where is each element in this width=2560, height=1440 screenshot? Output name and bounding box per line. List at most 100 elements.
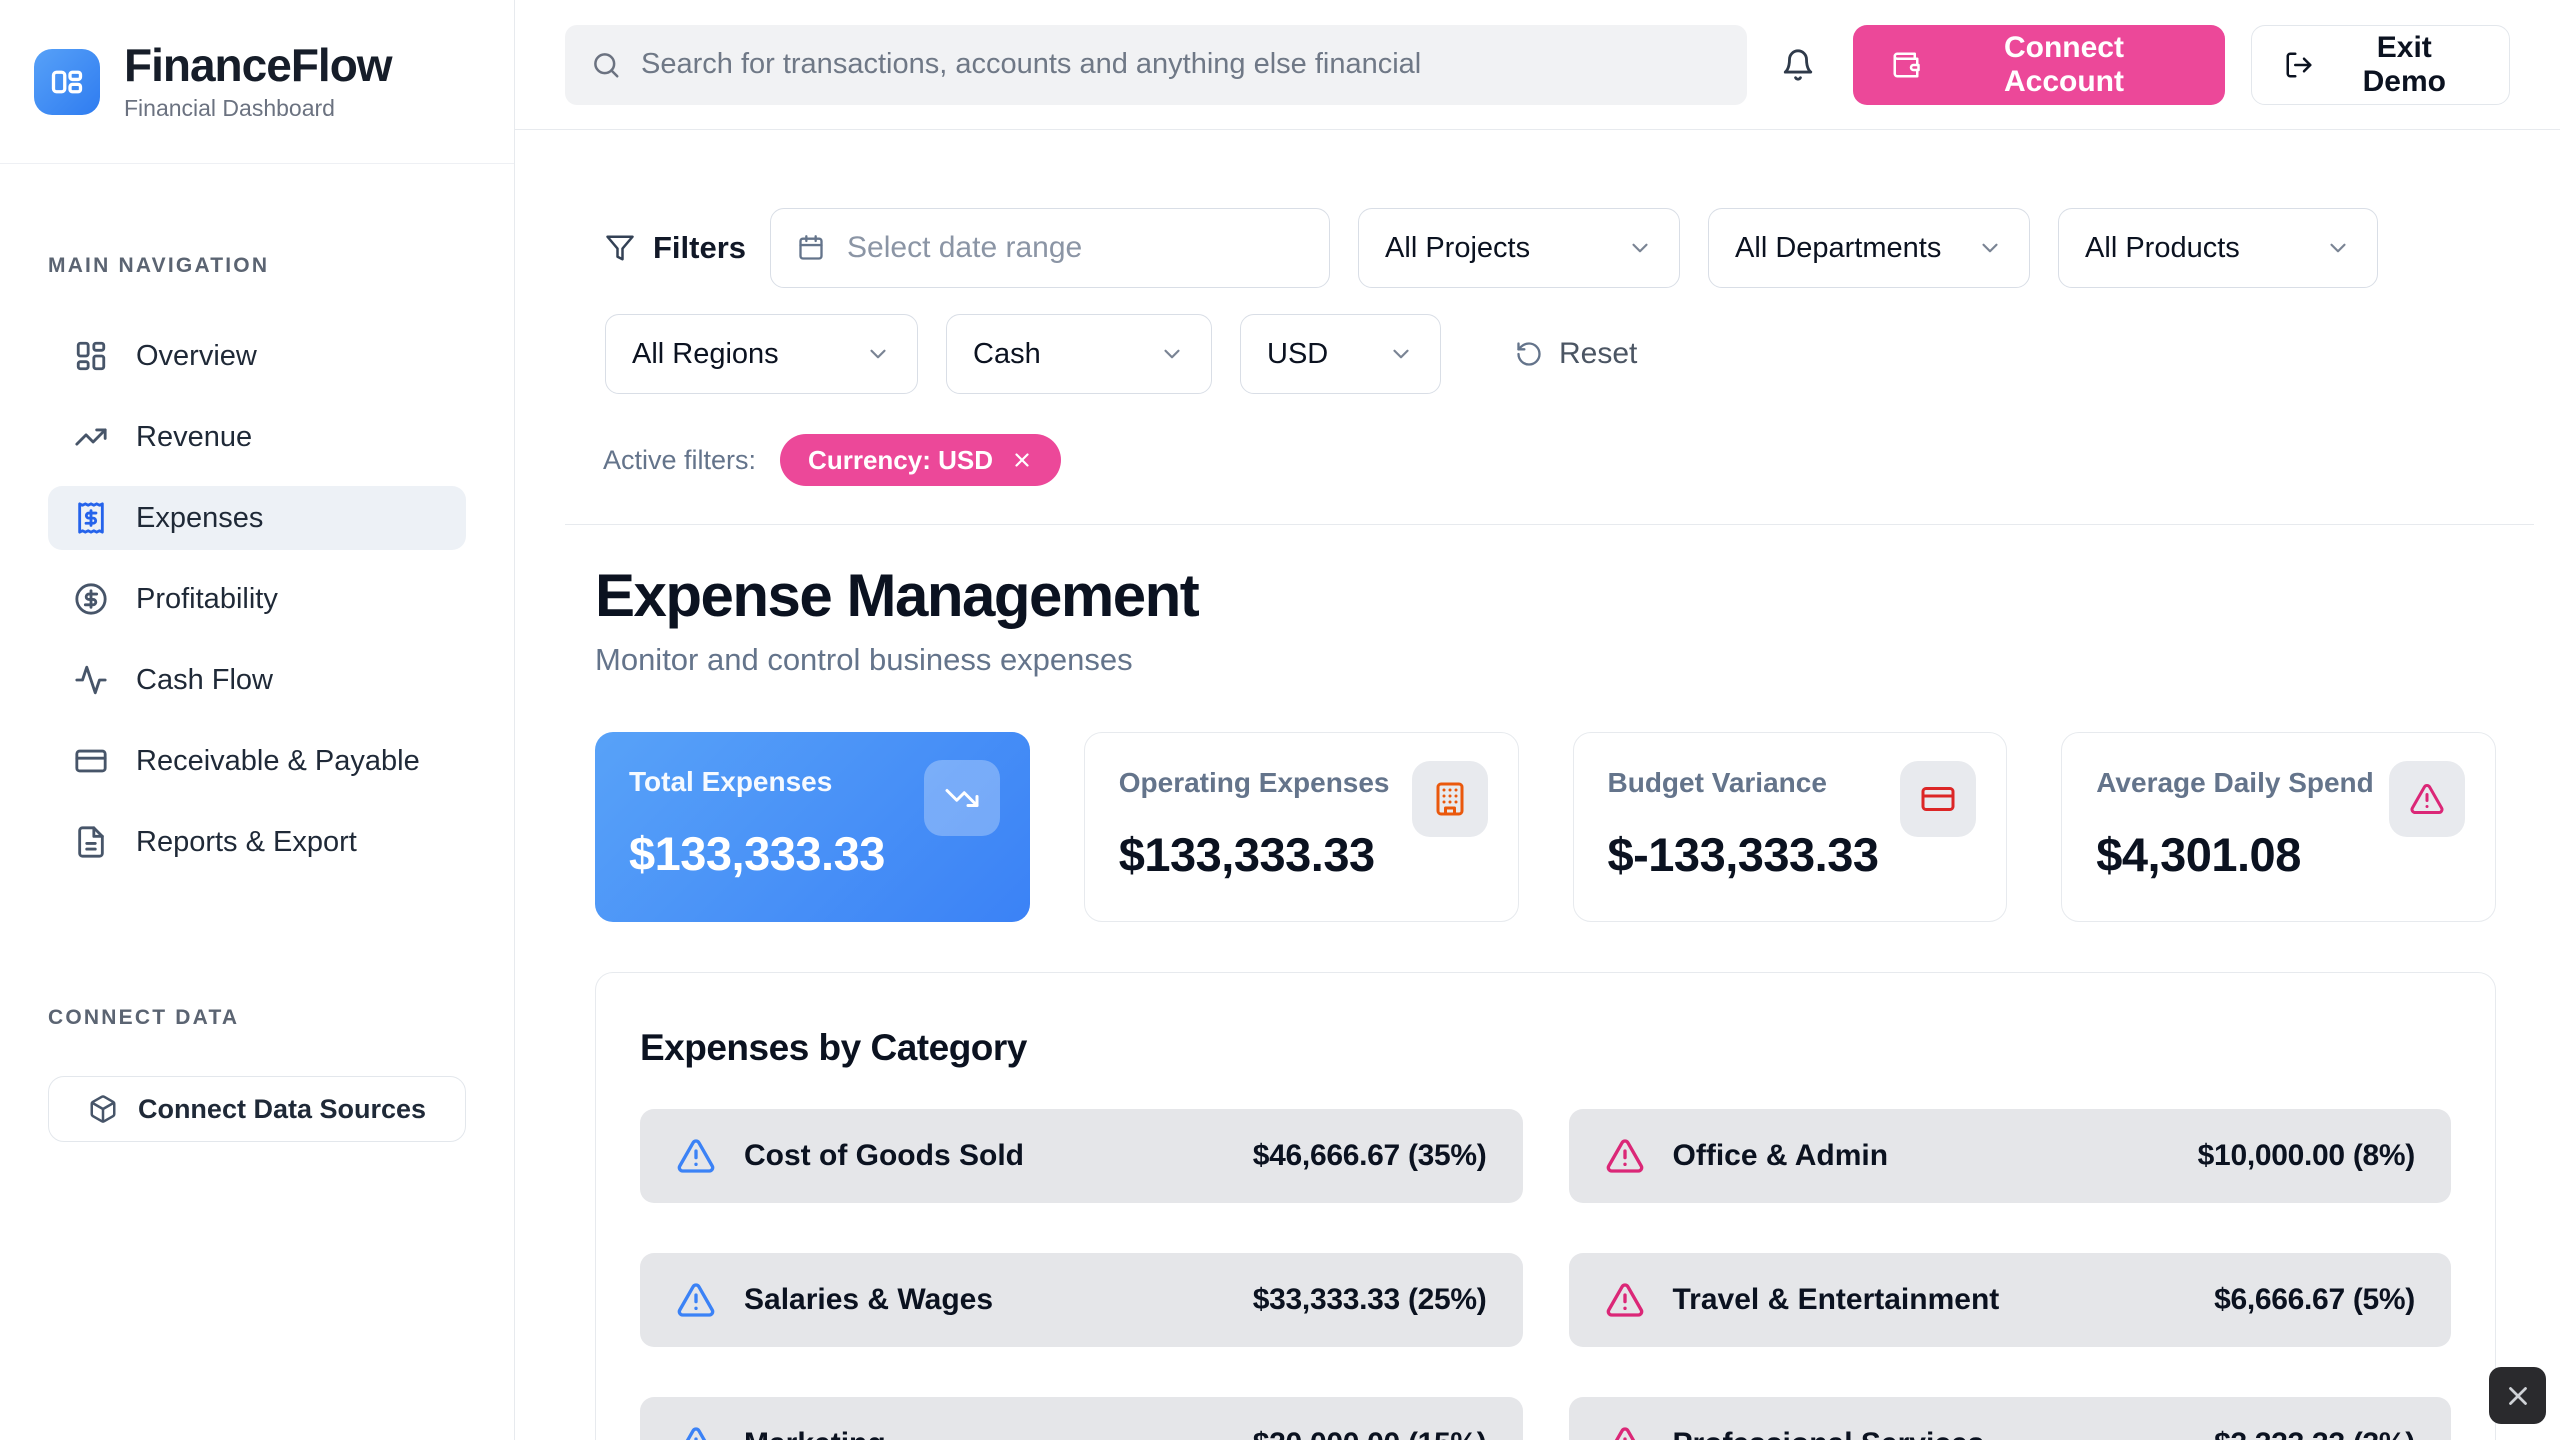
page-subtitle: Monitor and control business expenses bbox=[595, 642, 1133, 677]
category-value: $10,000.00 (8%) bbox=[2197, 1139, 2416, 1172]
kpi-grid: Total Expenses $133,333.33 Operating Exp… bbox=[595, 732, 2496, 922]
active-filter-chip-currency[interactable]: Currency: USD bbox=[780, 434, 1061, 486]
credit-card-icon bbox=[1920, 781, 1956, 817]
category-row-professional-services: Professional Services $3,333.33 (3%) bbox=[1568, 1397, 2451, 1440]
chevron-down-icon bbox=[1627, 235, 1653, 261]
regions-select[interactable]: All Regions bbox=[605, 314, 918, 394]
kpi-icon-badge bbox=[923, 760, 1000, 836]
kpi-value: $-133,333.33 bbox=[1607, 828, 1880, 881]
brand: FinanceFlow Financial Dashboard bbox=[0, 0, 514, 164]
search-icon bbox=[591, 50, 621, 80]
date-range-placeholder: Select date range bbox=[847, 231, 1083, 264]
calendar-icon bbox=[797, 234, 825, 262]
kpi-card-operating-expenses[interactable]: Operating Expenses $133,333.33 bbox=[1083, 732, 1519, 922]
accounting-basis-select[interactable]: Cash bbox=[946, 314, 1212, 394]
active-filters-label: Active filters: bbox=[603, 444, 757, 475]
close-icon bbox=[2503, 1381, 2533, 1411]
date-range-input[interactable]: Select date range bbox=[770, 208, 1331, 288]
connect-data-sources-button[interactable]: Connect Data Sources bbox=[48, 1076, 466, 1142]
filters-title-label: Filters bbox=[653, 230, 747, 265]
credit-card-icon bbox=[74, 744, 108, 778]
chevron-down-icon bbox=[1388, 341, 1414, 367]
sidebar-item-revenue[interactable]: Revenue bbox=[48, 405, 466, 469]
notifications-bell-icon[interactable] bbox=[1781, 48, 1815, 82]
accounting-basis-value: Cash bbox=[973, 337, 1041, 370]
sidebar-item-label: Receivable & Payable bbox=[136, 744, 420, 777]
trending-up-icon bbox=[74, 420, 108, 454]
chevron-down-icon bbox=[865, 341, 891, 367]
app-title: FinanceFlow bbox=[124, 39, 393, 92]
alert-triangle-icon bbox=[676, 1424, 716, 1440]
currency-select-value: USD bbox=[1267, 337, 1329, 370]
kpi-label: Budget Variance bbox=[1607, 767, 1827, 798]
sidebar-item-label: Reports & Export bbox=[136, 825, 357, 858]
sidebar-item-receivable-payable[interactable]: Receivable & Payable bbox=[48, 729, 466, 793]
sidebar-item-label: Expenses bbox=[136, 501, 264, 534]
category-value: $33,333.33 (25%) bbox=[1252, 1283, 1487, 1316]
content: Filters Select date range All Projects A… bbox=[515, 130, 2560, 1440]
page-title: Expense Management bbox=[595, 562, 1200, 629]
chevron-down-icon bbox=[2325, 235, 2351, 261]
currency-select[interactable]: USD bbox=[1240, 314, 1441, 394]
wallet-icon bbox=[1891, 50, 1921, 80]
filter-funnel-icon bbox=[605, 233, 635, 263]
kpi-card-budget-variance[interactable]: Budget Variance $-133,333.33 bbox=[1572, 732, 2008, 922]
exit-demo-button[interactable]: Exit Demo bbox=[2250, 24, 2510, 105]
topbar: Connect Account Exit Demo bbox=[515, 0, 2560, 130]
kpi-icon-badge bbox=[2389, 761, 2465, 837]
connect-account-button[interactable]: Connect Account bbox=[1853, 24, 2225, 105]
category-label: Professional Services bbox=[1673, 1427, 2187, 1440]
filters-row-2: All Regions Cash USD bbox=[605, 314, 2496, 394]
sidebar-item-label: Revenue bbox=[136, 420, 253, 453]
sidebar-item-label: Profitability bbox=[136, 582, 278, 615]
sidebar-item-overview[interactable]: Overview bbox=[48, 324, 466, 388]
category-label: Marketing bbox=[744, 1427, 1225, 1440]
sidebar-item-cash-flow[interactable]: Cash Flow bbox=[48, 648, 466, 712]
kpi-label: Average Daily Spend bbox=[2096, 767, 2374, 798]
kpi-card-average-daily-spend[interactable]: Average Daily Spend $4,301.08 bbox=[2061, 732, 2496, 922]
category-row-cost-of-goods-sold: Cost of Goods Sold $46,666.67 (35%) bbox=[640, 1109, 1523, 1203]
alert-triangle-icon bbox=[1605, 1280, 1645, 1320]
connect-account-label: Connect Account bbox=[2003, 30, 2124, 98]
alert-triangle-icon bbox=[2409, 781, 2445, 817]
category-label: Cost of Goods Sold bbox=[744, 1139, 1024, 1172]
category-grid: Cost of Goods Sold $46,666.67 (35%) Offi… bbox=[640, 1109, 2451, 1440]
kpi-value: $133,333.33 bbox=[1118, 828, 1375, 881]
regions-select-value: All Regions bbox=[632, 337, 779, 370]
filters-title: Filters bbox=[605, 230, 746, 266]
alert-triangle-icon bbox=[1605, 1424, 1645, 1440]
floating-close-button[interactable] bbox=[2489, 1367, 2546, 1424]
search-input[interactable] bbox=[641, 48, 1722, 81]
sidebar-nav: MAIN NAVIGATION Overview Revenue bbox=[0, 164, 514, 1142]
products-select[interactable]: All Products bbox=[2058, 208, 2379, 288]
kpi-icon-badge bbox=[1900, 761, 1977, 837]
circle-dollar-icon bbox=[74, 582, 108, 616]
sidebar-item-profitability[interactable]: Profitability bbox=[48, 567, 466, 631]
layout-dashboard-icon bbox=[49, 64, 85, 100]
reset-filters-button[interactable]: Reset bbox=[1515, 337, 1637, 371]
package-icon bbox=[88, 1094, 118, 1124]
expenses-by-category-card: Expenses by Category Cost of Goods Sold … bbox=[595, 972, 2496, 1440]
kpi-label: Total Expenses bbox=[629, 766, 833, 797]
sidebar-item-reports-export[interactable]: Reports & Export bbox=[48, 810, 466, 874]
products-select-value: All Products bbox=[2085, 231, 2240, 264]
sidebar-item-expenses[interactable]: Expenses bbox=[48, 486, 466, 550]
kpi-value: $133,333.33 bbox=[629, 827, 885, 880]
rotate-ccw-icon bbox=[1515, 340, 1543, 368]
activity-icon bbox=[74, 663, 108, 697]
departments-select-value: All Departments bbox=[1735, 231, 1942, 264]
close-icon[interactable] bbox=[1011, 449, 1033, 471]
category-value: $3,333.33 (3%) bbox=[2214, 1427, 2415, 1440]
departments-select[interactable]: All Departments bbox=[1708, 208, 2031, 288]
trending-down-icon bbox=[944, 780, 980, 816]
projects-select[interactable]: All Projects bbox=[1358, 208, 1681, 288]
kpi-card-total-expenses[interactable]: Total Expenses $133,333.33 bbox=[595, 732, 1030, 922]
search-bar[interactable] bbox=[565, 24, 1748, 105]
page-head: Expense Management Monitor and control b… bbox=[595, 561, 2496, 678]
layout-dashboard-icon bbox=[74, 339, 108, 373]
active-filters-row: Active filters: Currency: USD bbox=[603, 434, 2496, 486]
category-row-marketing: Marketing $20,000.00 (15%) bbox=[640, 1397, 1523, 1440]
sidebar-item-label: Cash Flow bbox=[136, 663, 273, 696]
category-label: Travel & Entertainment bbox=[1672, 1283, 2000, 1316]
nav-section-label: MAIN NAVIGATION bbox=[48, 254, 270, 277]
